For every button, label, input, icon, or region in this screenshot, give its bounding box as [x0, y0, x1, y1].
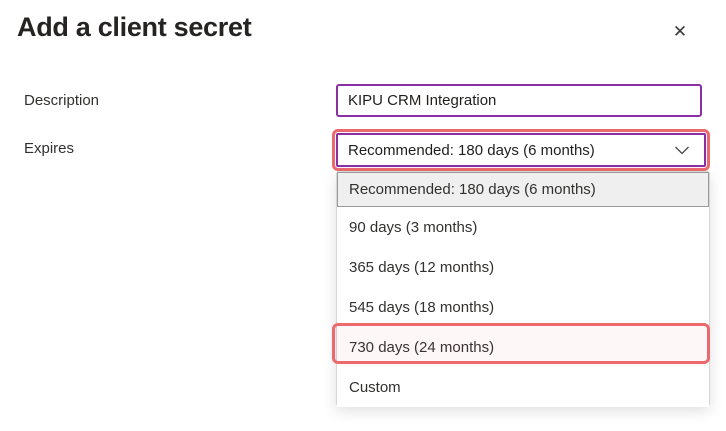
expires-select[interactable]: Recommended: 180 days (6 months): [336, 133, 706, 167]
expires-dropdown-list: Recommended: 180 days (6 months) 90 days…: [336, 171, 710, 407]
expires-select-value: Recommended: 180 days (6 months): [348, 141, 595, 159]
option-recommended-180-days[interactable]: Recommended: 180 days (6 months): [337, 172, 709, 207]
option-365-days[interactable]: 365 days (12 months): [337, 247, 709, 287]
option-custom[interactable]: Custom: [337, 367, 709, 407]
description-input[interactable]: [336, 84, 702, 117]
option-730-days[interactable]: 730 days (24 months): [337, 327, 709, 367]
expires-select-annotation: Recommended: 180 days (6 months): [332, 129, 710, 171]
page-title: Add a client secret: [17, 12, 252, 42]
chevron-down-icon: [674, 146, 690, 155]
close-icon[interactable]: ✕: [664, 16, 696, 48]
option-545-days[interactable]: 545 days (18 months): [337, 287, 709, 327]
expires-label: Expires: [24, 140, 75, 157]
description-label: Description: [24, 92, 100, 109]
option-90-days[interactable]: 90 days (3 months): [337, 207, 709, 247]
